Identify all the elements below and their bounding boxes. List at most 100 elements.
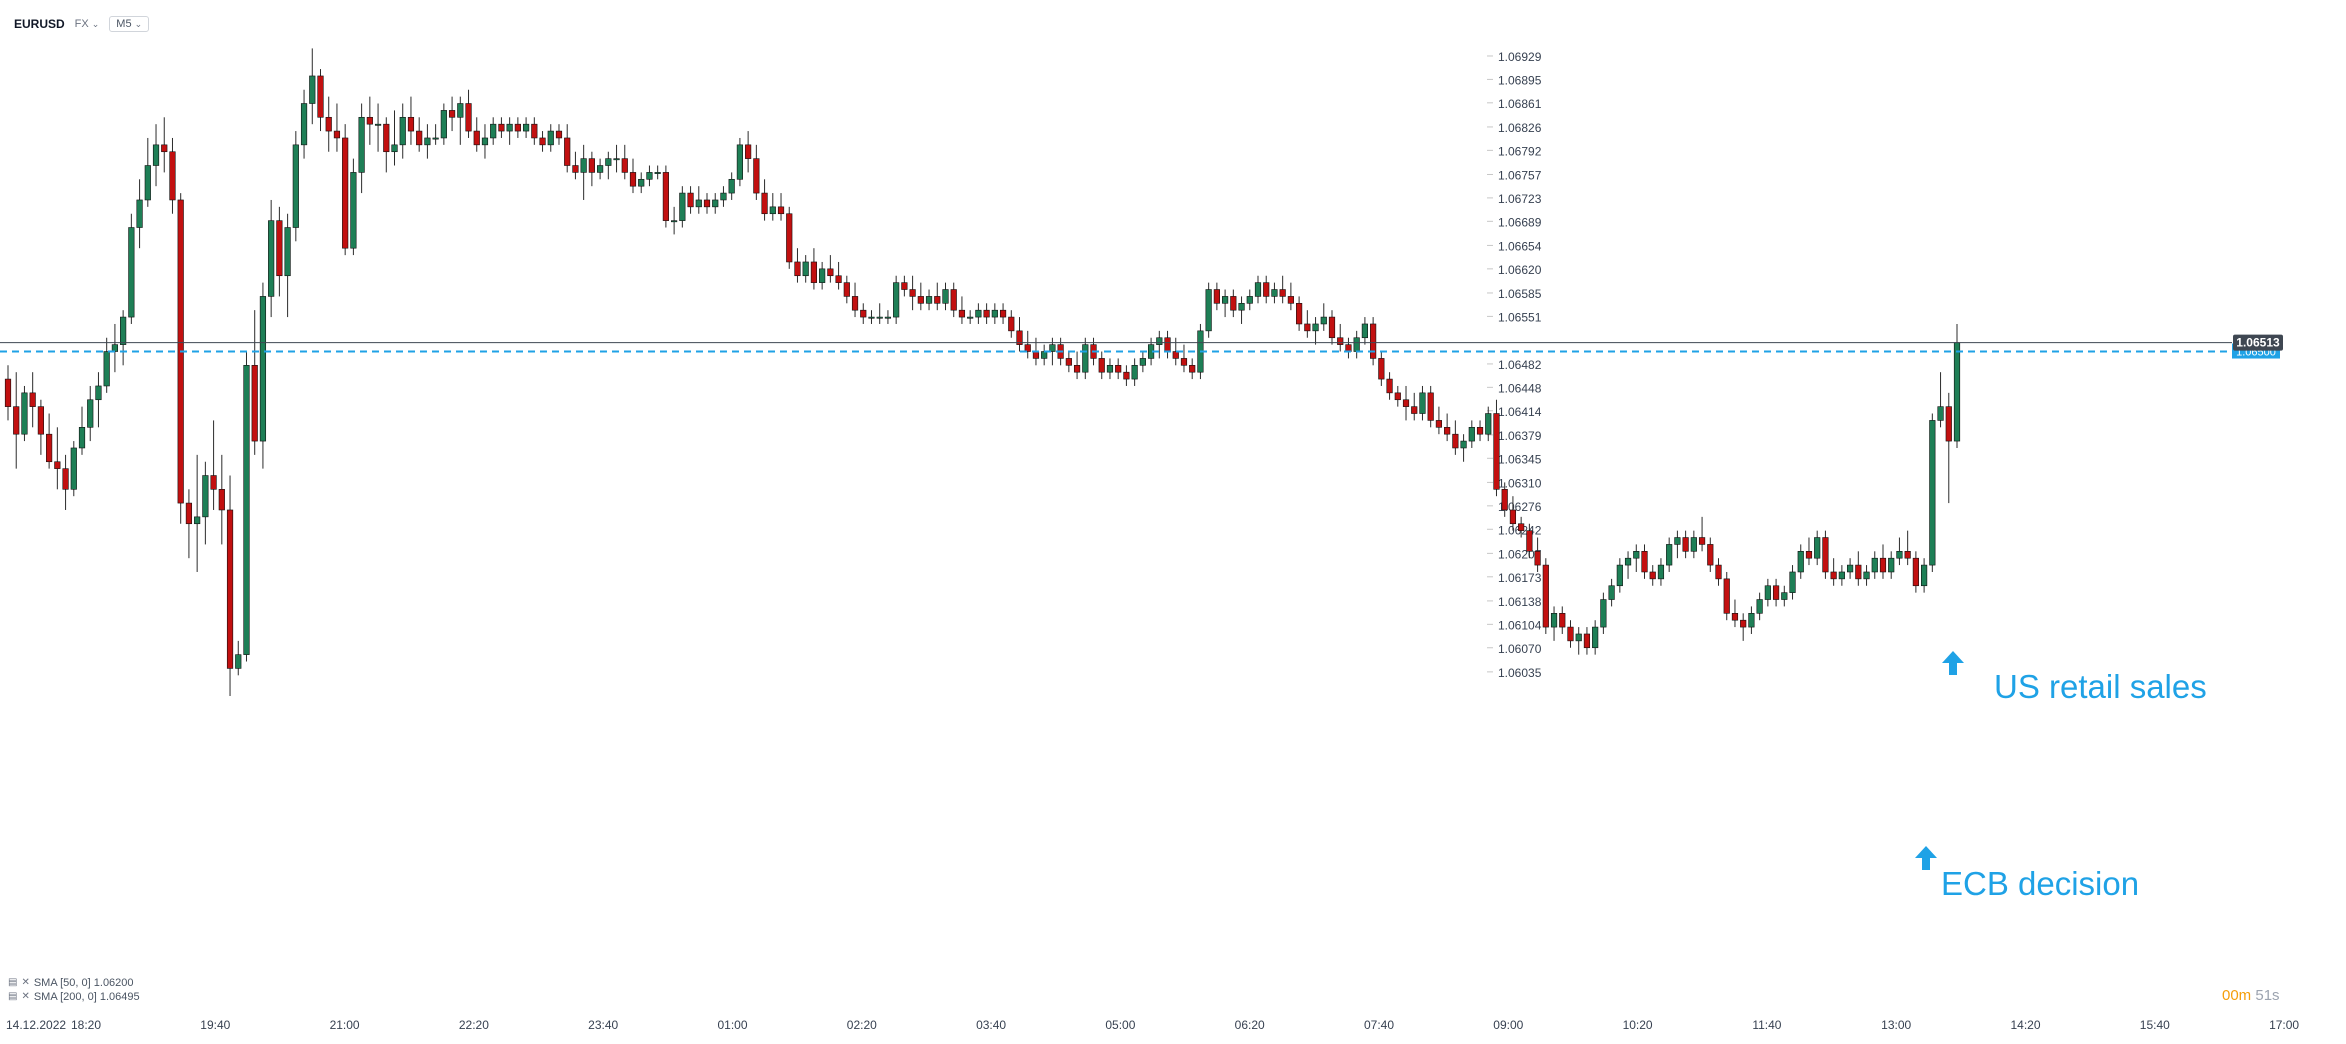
candle-body-down (753, 158, 760, 194)
candle-body-up (1592, 626, 1599, 649)
symbol-label[interactable]: EURUSD (14, 17, 65, 31)
candle (843, 275, 850, 304)
candle-body-down (1115, 365, 1122, 373)
y-tick-label: 1.06448 (1498, 381, 1542, 395)
candle (753, 144, 760, 200)
indicator-sma-50[interactable]: ▤ ✕ SMA [50, 0] 1.06200 (8, 976, 140, 990)
candle (128, 213, 135, 324)
candle (1822, 530, 1829, 579)
candle-body-down (1509, 509, 1517, 525)
candle (1740, 613, 1747, 641)
close-icon[interactable]: ✕ (21, 991, 30, 1002)
candle-body-down (46, 433, 53, 463)
y-tick-label: 1.06551 (1498, 310, 1542, 324)
candle-body-up (1748, 613, 1755, 628)
candle-body-down (687, 192, 694, 208)
x-tick-label: 06:20 (1235, 1018, 1265, 1032)
candle-body-up (144, 165, 151, 201)
candle (1435, 406, 1443, 435)
chevron-down-icon: ⌄ (134, 18, 143, 29)
candle-body-down (1394, 392, 1401, 401)
candle-body-up (1781, 592, 1788, 600)
timeframe-selector[interactable]: M5 ⌄ (109, 16, 150, 32)
candle-body-down (1698, 537, 1706, 545)
candle (284, 213, 291, 318)
candle-body-down (1526, 530, 1533, 552)
candle (1575, 627, 1582, 655)
candle-body-down (827, 268, 834, 277)
candle (810, 248, 818, 290)
y-tick-label: 1.06173 (1498, 571, 1542, 585)
candle-body-down (1402, 399, 1410, 407)
candle (202, 461, 209, 545)
candle-body-down (621, 158, 628, 173)
x-axis: 14.12.2022 18:20 19:40 21:00 22:20 23:40 01:00… (6, 1018, 2299, 1032)
y-tick-label: 1.06482 (1498, 358, 1542, 372)
candle-body-down (1378, 358, 1385, 380)
candle (1065, 351, 1072, 373)
candle (522, 117, 530, 138)
y-tick-label: 1.06345 (1498, 452, 1542, 466)
candle-body-down (555, 130, 563, 139)
candle-body-down (564, 137, 571, 166)
candle-body-up (1838, 571, 1845, 580)
candle-body-down (1287, 296, 1294, 304)
candle-body-up (399, 116, 406, 146)
candle (1912, 551, 1919, 593)
candle (1830, 558, 1837, 586)
candle-body-down (917, 296, 924, 304)
y-tick-label: 1.06070 (1498, 642, 1542, 656)
candle (1707, 537, 1714, 572)
candle-body-up (1485, 413, 1492, 435)
indicator-sma-200[interactable]: ▤ ✕ SMA [200, 0] 1.06495 (8, 990, 140, 1004)
candle-body-up (925, 296, 933, 304)
candle (62, 454, 69, 510)
candle-body-up (152, 144, 160, 166)
candle-body-up (259, 296, 267, 442)
candle-body-down (1263, 282, 1270, 297)
candle (1328, 310, 1336, 345)
candle-body-down (761, 192, 768, 215)
candle (605, 151, 612, 180)
candle-body-up (679, 192, 686, 221)
candle-body-up (1953, 342, 1961, 442)
candle-body-down (794, 261, 801, 277)
candle-body-up (654, 172, 661, 174)
candle (958, 296, 966, 324)
timer-minutes: 00m (2222, 987, 2252, 1004)
candle (309, 48, 316, 125)
candle (87, 385, 94, 442)
candle-body-down (1583, 633, 1591, 649)
candle-body-down (1172, 351, 1179, 359)
candle-body-down (1493, 413, 1500, 490)
indicator-settings-icon[interactable]: ▤ (8, 991, 18, 1002)
candle (1320, 303, 1327, 331)
market-selector[interactable]: FX ⌄ (75, 18, 100, 30)
candle-body-down (1016, 330, 1023, 345)
candle (942, 282, 949, 311)
candle-body-down (1501, 489, 1508, 511)
candle (1353, 330, 1360, 359)
candle (613, 144, 620, 173)
candle (901, 275, 908, 297)
candle-body-up (1624, 557, 1632, 566)
candle-body-up (1238, 302, 1245, 311)
arrow-up-icon (1942, 651, 1964, 675)
indicator-settings-icon[interactable]: ▤ (8, 977, 18, 988)
close-icon[interactable]: ✕ (21, 977, 30, 988)
candle (876, 303, 883, 324)
candle (407, 96, 415, 145)
candle (46, 413, 53, 469)
candle (292, 131, 299, 242)
candle-body-up (1082, 344, 1089, 373)
candle (268, 199, 275, 318)
candle (374, 103, 382, 152)
candle (983, 303, 990, 324)
x-tick-label: 22:20 (459, 1018, 489, 1032)
candle (448, 96, 456, 132)
indicator-label: SMA [200, 0] 1.06495 (33, 991, 140, 1003)
candle (1304, 310, 1311, 338)
candle (1156, 330, 1163, 359)
candle (1509, 496, 1517, 531)
